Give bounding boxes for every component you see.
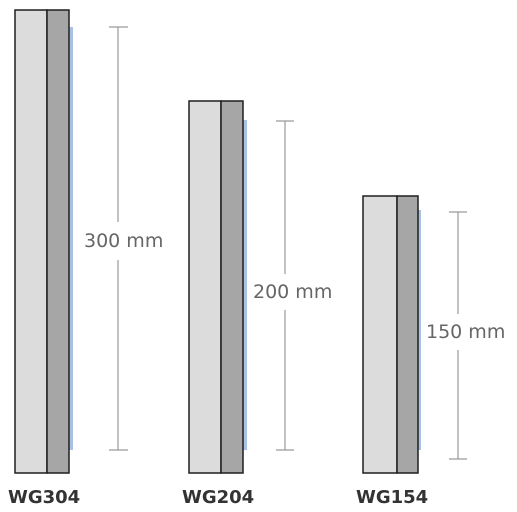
dimension-label-wg304: 300 mm [84,230,163,252]
dimension-line-wg154 [449,211,467,460]
device-wg154-side-panel [396,195,419,474]
device-wg304: 300 mm WG304 [8,9,163,508]
model-label-wg204: WG204 [182,487,254,508]
device-wg304-side-panel [46,9,70,474]
device-wg154: 150 mm WG154 [356,195,505,508]
dimension-line-wg304 [109,26,128,451]
model-label-wg154: WG154 [356,487,428,508]
device-wg204: 200 mm WG204 [182,100,332,508]
device-wg204-side-panel [220,100,244,474]
dimension-label-wg154: 150 mm [426,321,505,343]
device-wg304-edge-accent [68,27,73,450]
model-label-wg304: WG304 [8,487,80,508]
device-wg204-front-panel [188,100,222,474]
dimension-line-wg204 [276,120,294,451]
device-wg154-front-panel [362,195,398,474]
device-wg304-front-panel [14,9,48,474]
dimension-label-wg204: 200 mm [253,281,332,303]
device-wg204-edge-accent [242,120,247,450]
